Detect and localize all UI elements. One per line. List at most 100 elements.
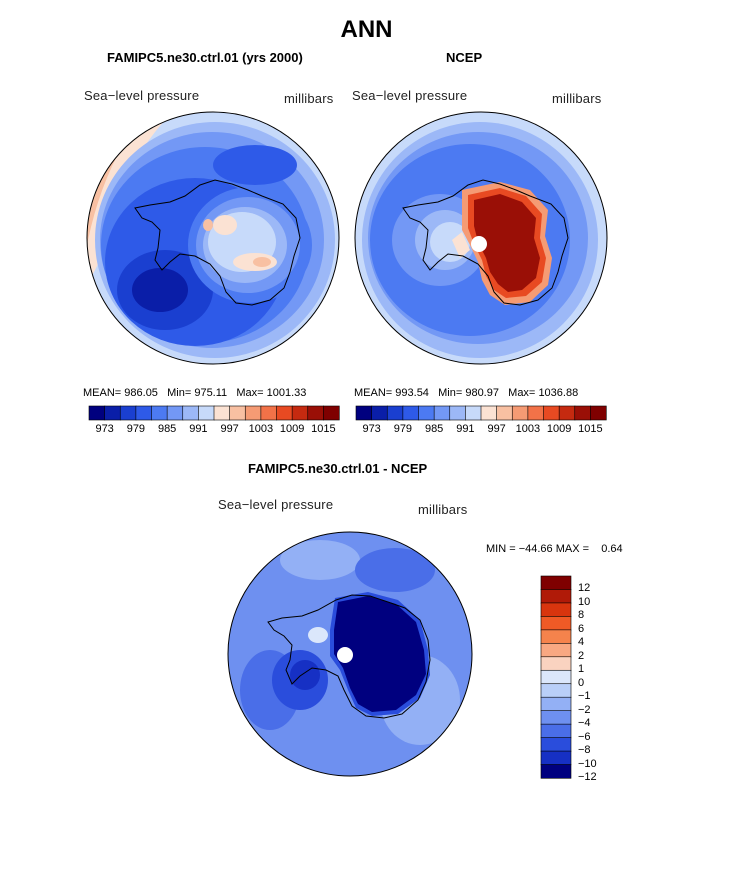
colorbar-diff-tick-label: 0 xyxy=(578,676,585,689)
colorbar-model xyxy=(88,405,340,421)
colorbar-ncep-ticks: 973 979 985 991 997 1003 1009 1015 xyxy=(356,423,606,437)
colorbar-diff-swatch xyxy=(540,710,572,725)
colorbar-ncep-tick-label: 1003 xyxy=(515,423,541,435)
panel-2-field-label: Sea−level pressure xyxy=(352,88,468,103)
colorbar-ncep-swatch xyxy=(371,405,388,421)
panel-2-min: 980.97 xyxy=(465,387,499,399)
colorbar-ncep-swatch xyxy=(402,405,420,421)
colorbar-model-swatch xyxy=(119,405,137,421)
colorbar-ncep-tick-label: 997 xyxy=(487,423,506,435)
colorbar-model-swatch xyxy=(182,405,199,421)
colorbar-diff-swatch xyxy=(540,589,572,604)
colorbar-diff-ticks: 12 10 8 6 4 2 1 0 −1 −2 −4 −6 −8 −10 −12 xyxy=(576,576,626,783)
colorbar-ncep-swatch xyxy=(480,405,498,421)
diff-minmax: MIN = −44.66 MAX = 0.64 xyxy=(486,543,623,555)
map-ncep-field xyxy=(355,112,607,364)
colorbar-diff-tick-label: −1 xyxy=(578,690,591,703)
colorbar-diff-tick-label: 12 xyxy=(578,582,591,595)
colorbar-ncep-swatch xyxy=(386,405,404,421)
colorbar-model-tick-label: 973 xyxy=(95,423,114,435)
colorbar-ncep-tick-label: 1009 xyxy=(546,423,572,435)
colorbar-ncep-swatch xyxy=(355,405,373,421)
panel-1-field-label: Sea−level pressure xyxy=(84,88,200,103)
colorbar-model-swatch xyxy=(244,405,262,421)
colorbar-model-tick-label: 997 xyxy=(220,423,239,435)
colorbar-diff-swatch xyxy=(540,575,572,591)
diff-field-label: Sea−level pressure xyxy=(218,497,334,512)
colorbar-diff-swatch xyxy=(540,602,572,618)
colorbar-ncep-tick-label: 979 xyxy=(393,423,413,435)
colorbar-model-swatch xyxy=(307,405,324,421)
colorbar-ncep xyxy=(355,405,607,421)
map-diff-field xyxy=(228,532,472,776)
colorbar-model-swatch xyxy=(198,405,215,421)
panel-1-mean: 986.05 xyxy=(124,387,158,399)
colorbar-ncep-swatch xyxy=(511,405,529,421)
colorbar-diff-swatch xyxy=(540,656,572,671)
colorbar-diff-tick-label: 8 xyxy=(578,609,585,622)
colorbar-diff-swatch xyxy=(540,764,572,779)
colorbar-ncep-swatch xyxy=(574,405,591,421)
panel-2-stats: MEAN= 993.54 Min= 980.97 Max= 1036.88 xyxy=(354,387,579,399)
colorbar-diff-swatch xyxy=(540,629,572,644)
colorbar-ncep-swatch xyxy=(558,405,576,421)
diff-panel-title: FAMIPC5.ne30.ctrl.01 - NCEP xyxy=(248,461,428,476)
colorbar-diff-tick-label: −6 xyxy=(578,730,591,743)
ncep-pole-mask xyxy=(471,236,487,252)
colorbar-diff-tick-label: −4 xyxy=(578,717,591,730)
panel-1-units: millibars xyxy=(284,91,334,106)
panel-1-title: FAMIPC5.ne30.ctrl.01 (yrs 2000) xyxy=(107,50,303,65)
panel-2-max: 1036.88 xyxy=(538,387,579,399)
colorbar-diff-swatch xyxy=(540,737,572,752)
panel-1-max: 1001.33 xyxy=(266,387,307,399)
colorbar-model-tick-label: 979 xyxy=(126,423,146,435)
colorbar-model-swatch xyxy=(213,405,231,421)
colorbar-model-tick-label: 1009 xyxy=(279,423,305,435)
colorbar-diff-tick-label: −10 xyxy=(578,757,597,770)
colorbar-diff-swatch xyxy=(540,616,572,631)
panel-1-stats: MEAN= 986.05 Min= 975.11 Max= 1001.33 xyxy=(83,387,307,399)
colorbar-ncep-tick-label: 973 xyxy=(362,423,381,435)
colorbar-model-swatch xyxy=(260,405,278,421)
colorbar-model-swatch xyxy=(151,405,168,421)
colorbar-model-swatch xyxy=(229,405,246,421)
panel-2-mean: 993.54 xyxy=(395,387,429,399)
colorbar-diff-tick-label: −12 xyxy=(578,771,597,783)
panel-1-min: 975.11 xyxy=(194,387,228,399)
colorbar-model-tick-label: 1003 xyxy=(248,423,274,435)
colorbar-diff-swatch xyxy=(540,669,572,685)
colorbar-model-swatch xyxy=(166,405,184,421)
colorbar-diff-tick-label: 1 xyxy=(578,663,585,676)
colorbar-ncep-tick-label: 991 xyxy=(456,423,475,435)
diff-units: millibars xyxy=(418,502,468,517)
colorbar-diff-swatch xyxy=(540,750,572,766)
colorbar-diff-tick-label: 4 xyxy=(578,636,585,649)
main-title: ANN xyxy=(340,16,393,43)
colorbar-model-swatch xyxy=(104,405,121,421)
colorbar-diff-tick-label: 6 xyxy=(578,622,585,635)
colorbar-diff-tick-label: 10 xyxy=(578,595,591,608)
colorbar-ncep-swatch xyxy=(527,405,545,421)
map-model-field xyxy=(87,112,339,364)
colorbar-ncep-tick-label: 1015 xyxy=(578,423,603,435)
colorbar-ncep-swatch xyxy=(449,405,466,421)
colorbar-diff-tick-label: −8 xyxy=(578,744,591,757)
colorbar-model-ticks: 973 979 985 991 997 1003 1009 1015 xyxy=(89,423,339,437)
colorbar-model-swatch xyxy=(291,405,309,421)
colorbar-diff-swatch xyxy=(540,683,572,698)
colorbar-diff-swatch xyxy=(540,643,572,658)
colorbar-diff-tick-label: 2 xyxy=(578,649,585,662)
colorbar-diff-tick-label: −2 xyxy=(578,703,591,716)
colorbar-ncep-swatch xyxy=(590,405,607,421)
colorbar-model-tick-label: 985 xyxy=(157,423,177,435)
panel-2-title: NCEP xyxy=(446,50,483,65)
diff-pole-mask xyxy=(337,647,353,663)
colorbar-model-swatch xyxy=(323,405,340,421)
colorbar-ncep-tick-label: 985 xyxy=(424,423,444,435)
colorbar-ncep-swatch xyxy=(543,405,560,421)
colorbar-ncep-swatch xyxy=(465,405,482,421)
colorbar-model-tick-label: 991 xyxy=(189,423,208,435)
colorbar-model-swatch xyxy=(88,405,106,421)
colorbar-model-swatch xyxy=(135,405,153,421)
colorbar-diff-swatch xyxy=(540,696,572,712)
